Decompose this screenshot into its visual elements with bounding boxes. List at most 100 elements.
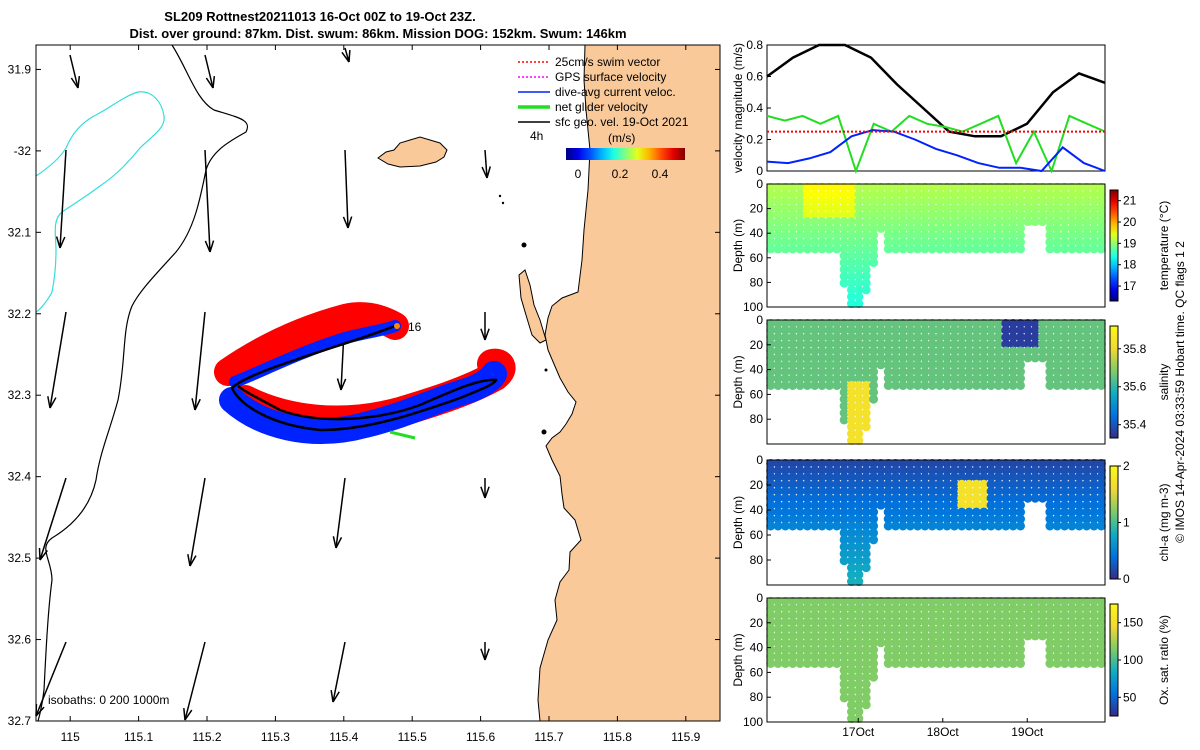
section-cell [780, 380, 790, 390]
section-cell [1060, 638, 1070, 648]
section-cell [971, 318, 981, 328]
section-cell [869, 603, 879, 613]
section-cell [964, 203, 974, 213]
section-cell [927, 652, 937, 662]
section-colorbar-tick-label: 17 [1123, 279, 1137, 293]
section-cell [861, 346, 871, 356]
section-cell [861, 422, 871, 432]
section-cell [1052, 624, 1062, 634]
geo-vel-arrowhead [332, 691, 340, 703]
section-cell [1096, 380, 1106, 390]
section-cell [927, 380, 937, 390]
section-cell [986, 380, 996, 390]
section-cell [773, 658, 783, 668]
velocity-y-tick-label: 0.4 [746, 101, 763, 115]
section-cell [1016, 486, 1025, 496]
section-cell [979, 318, 989, 328]
section-cell [1008, 318, 1018, 328]
section-cell [1016, 493, 1025, 503]
section-cell [883, 223, 893, 233]
section-cell [861, 374, 871, 384]
section-cell [766, 182, 776, 192]
section-cell [1045, 189, 1055, 199]
section-cell [1038, 196, 1048, 206]
section-cell [957, 189, 967, 199]
section-cell [810, 230, 820, 240]
section-cell [817, 217, 827, 227]
section-cell [942, 346, 952, 356]
section-cell [832, 493, 842, 503]
section-cell [839, 465, 849, 475]
section-cell [920, 353, 930, 363]
section-cell [979, 196, 989, 206]
section-cell [1067, 521, 1077, 531]
section-cell [824, 318, 834, 328]
section-cell [1067, 624, 1077, 634]
section-colorbar-label: Ox. sat. ratio (%) [1157, 615, 1171, 705]
section-cell [795, 645, 805, 655]
section-cell [993, 360, 1003, 370]
section-cell [883, 624, 893, 634]
section-cell [942, 458, 952, 468]
section-cell [1001, 230, 1011, 240]
section-cell [957, 624, 967, 634]
section-cell [971, 367, 981, 377]
section-cell [1052, 479, 1062, 489]
section-cell [824, 624, 834, 634]
section-cell [949, 380, 959, 390]
section-cell [847, 665, 856, 675]
section-cell [817, 596, 827, 606]
section-cell [964, 189, 974, 199]
section-cell [986, 244, 996, 254]
section-cell [920, 189, 930, 199]
section-cell [891, 332, 901, 342]
section-cell [824, 203, 834, 213]
section-cell [957, 521, 967, 531]
section-cell [1038, 596, 1048, 606]
velocity-series-dive-avg-current [766, 129, 1106, 173]
section-cell [891, 610, 901, 620]
section-cell [1074, 493, 1084, 503]
section-cell [824, 374, 834, 384]
section-cell [1045, 353, 1055, 363]
section-cell [964, 479, 974, 489]
section-cell [993, 472, 1003, 482]
section-cell [964, 493, 974, 503]
geo-vel-arrow [35, 641, 67, 717]
section-cell [993, 624, 1003, 634]
legend-item-gps: GPS surface velocity [518, 70, 666, 84]
section-cell [810, 374, 820, 384]
section-cell [847, 408, 856, 418]
section-cell [810, 244, 820, 254]
section-cell [788, 230, 798, 240]
section-cell [839, 542, 849, 552]
section-cell [854, 230, 864, 240]
section-cell [839, 624, 849, 634]
section-cell [1060, 486, 1070, 496]
section-cell [802, 652, 812, 662]
section-cell [905, 367, 915, 377]
section-cell [780, 203, 790, 213]
section-cell [1038, 346, 1048, 356]
section-cell [883, 479, 893, 489]
section-cell [773, 472, 783, 482]
section-cell [1060, 332, 1070, 342]
section-cell [854, 258, 864, 268]
section-cell [817, 230, 827, 240]
section-cell [1089, 645, 1099, 655]
section-cell [854, 332, 864, 342]
section-cell [957, 631, 967, 641]
section-cell [1074, 645, 1084, 655]
section-cell [891, 244, 901, 254]
section-cell [1067, 603, 1077, 613]
section-cell [1074, 367, 1084, 377]
geo-vel-arrow [39, 477, 67, 561]
section-cell [824, 244, 834, 254]
section-cell [832, 223, 842, 233]
section-cell [869, 346, 879, 356]
section-cell [869, 493, 879, 503]
section-cell [971, 237, 981, 247]
section-cell [766, 472, 776, 482]
section-cell [788, 658, 798, 668]
section-cell [1060, 514, 1070, 524]
